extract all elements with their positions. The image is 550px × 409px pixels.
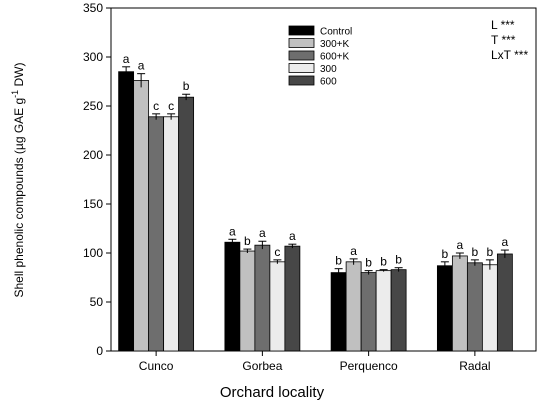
- significance-letter: b: [380, 255, 387, 269]
- y-axis-label-main: Shell phenolic compounds (µg GAE g: [12, 98, 26, 298]
- significance-letter: a: [289, 229, 296, 243]
- y-axis: 0 50 100 150 200 250 300 350: [83, 1, 111, 358]
- y-tick-label: 0: [96, 344, 103, 358]
- bar: [133, 80, 150, 352]
- legend-swatch: [288, 75, 315, 86]
- legend-label: 300: [320, 64, 337, 75]
- bar: [345, 261, 362, 352]
- bar: [269, 261, 286, 352]
- bar: [436, 265, 453, 352]
- y-tick-label: 250: [83, 99, 103, 113]
- plot-frame: [110, 7, 537, 352]
- bar: [496, 253, 513, 352]
- significance-letter: b: [244, 234, 251, 248]
- significance-letter: a: [457, 238, 464, 252]
- y-tick-label: 100: [83, 246, 103, 260]
- x-tick-label: Cunco: [139, 359, 174, 373]
- bar: [284, 245, 301, 352]
- significance-letter: a: [138, 59, 145, 73]
- x-tick-label: Gorbea: [242, 359, 282, 373]
- significance-letter: a: [502, 235, 509, 249]
- bar: [178, 96, 195, 352]
- x-axis-label: Orchard locality: [220, 384, 325, 401]
- significance-letter: b: [183, 79, 190, 93]
- bar: [148, 116, 165, 352]
- annotations: L ***T ***LxT ***: [491, 18, 528, 62]
- legend-label: 600+K: [320, 52, 350, 63]
- stat-annotation: L ***: [491, 18, 515, 32]
- bar: [466, 262, 483, 352]
- legend-swatch: [288, 50, 315, 61]
- legend-swatch: [288, 25, 315, 36]
- x-tick-label: Perquenco: [340, 359, 398, 373]
- stat-annotation: LxT ***: [491, 48, 528, 62]
- y-axis-label-tail: DW): [12, 62, 26, 89]
- bar: [360, 272, 377, 352]
- y-axis-label-superscript: -1: [10, 90, 20, 98]
- significance-letter: b: [335, 254, 342, 268]
- significance-letter: c: [274, 245, 280, 259]
- legend-label: 300+K: [320, 39, 350, 50]
- y-tick-label: 350: [83, 1, 103, 15]
- significance-letter: a: [123, 52, 130, 66]
- bar: [330, 272, 347, 352]
- legend-label: Control: [320, 27, 352, 38]
- bar: [451, 255, 468, 352]
- bar: [254, 244, 271, 352]
- x-axis: Cunco Gorbea Perquenco Radal: [139, 351, 491, 373]
- bar: [118, 71, 135, 352]
- bar: [481, 264, 498, 352]
- bar: [390, 269, 407, 352]
- significance-letter: b: [487, 245, 494, 259]
- bar: [375, 270, 392, 352]
- x-tick-label: Radal: [459, 359, 490, 373]
- legend-swatch: [288, 63, 315, 73]
- legend-label: 600: [320, 77, 337, 88]
- y-tick-label: 200: [83, 148, 103, 162]
- significance-letter: b: [365, 256, 372, 270]
- significance-letter: c: [168, 99, 174, 113]
- bar: [163, 116, 180, 352]
- significance-letter: b: [472, 245, 479, 259]
- bar: [239, 250, 256, 352]
- y-tick-label: 300: [83, 50, 103, 64]
- plot-border: [110, 7, 537, 352]
- significance-letter: b: [442, 247, 449, 261]
- significance-letter: a: [259, 226, 266, 240]
- y-tick-label: 150: [83, 197, 103, 211]
- legend-swatch: [288, 38, 315, 48]
- significance-letter: a: [350, 244, 357, 258]
- significance-letter: a: [229, 224, 236, 238]
- bar: [224, 241, 241, 352]
- significance-letter: c: [153, 99, 159, 113]
- y-tick-label: 50: [90, 295, 104, 309]
- y-axis-label: Shell phenolic compounds (µg GAE g-1 DW): [10, 62, 26, 297]
- significance-letter: b: [395, 253, 402, 267]
- stat-annotation: T ***: [491, 33, 516, 47]
